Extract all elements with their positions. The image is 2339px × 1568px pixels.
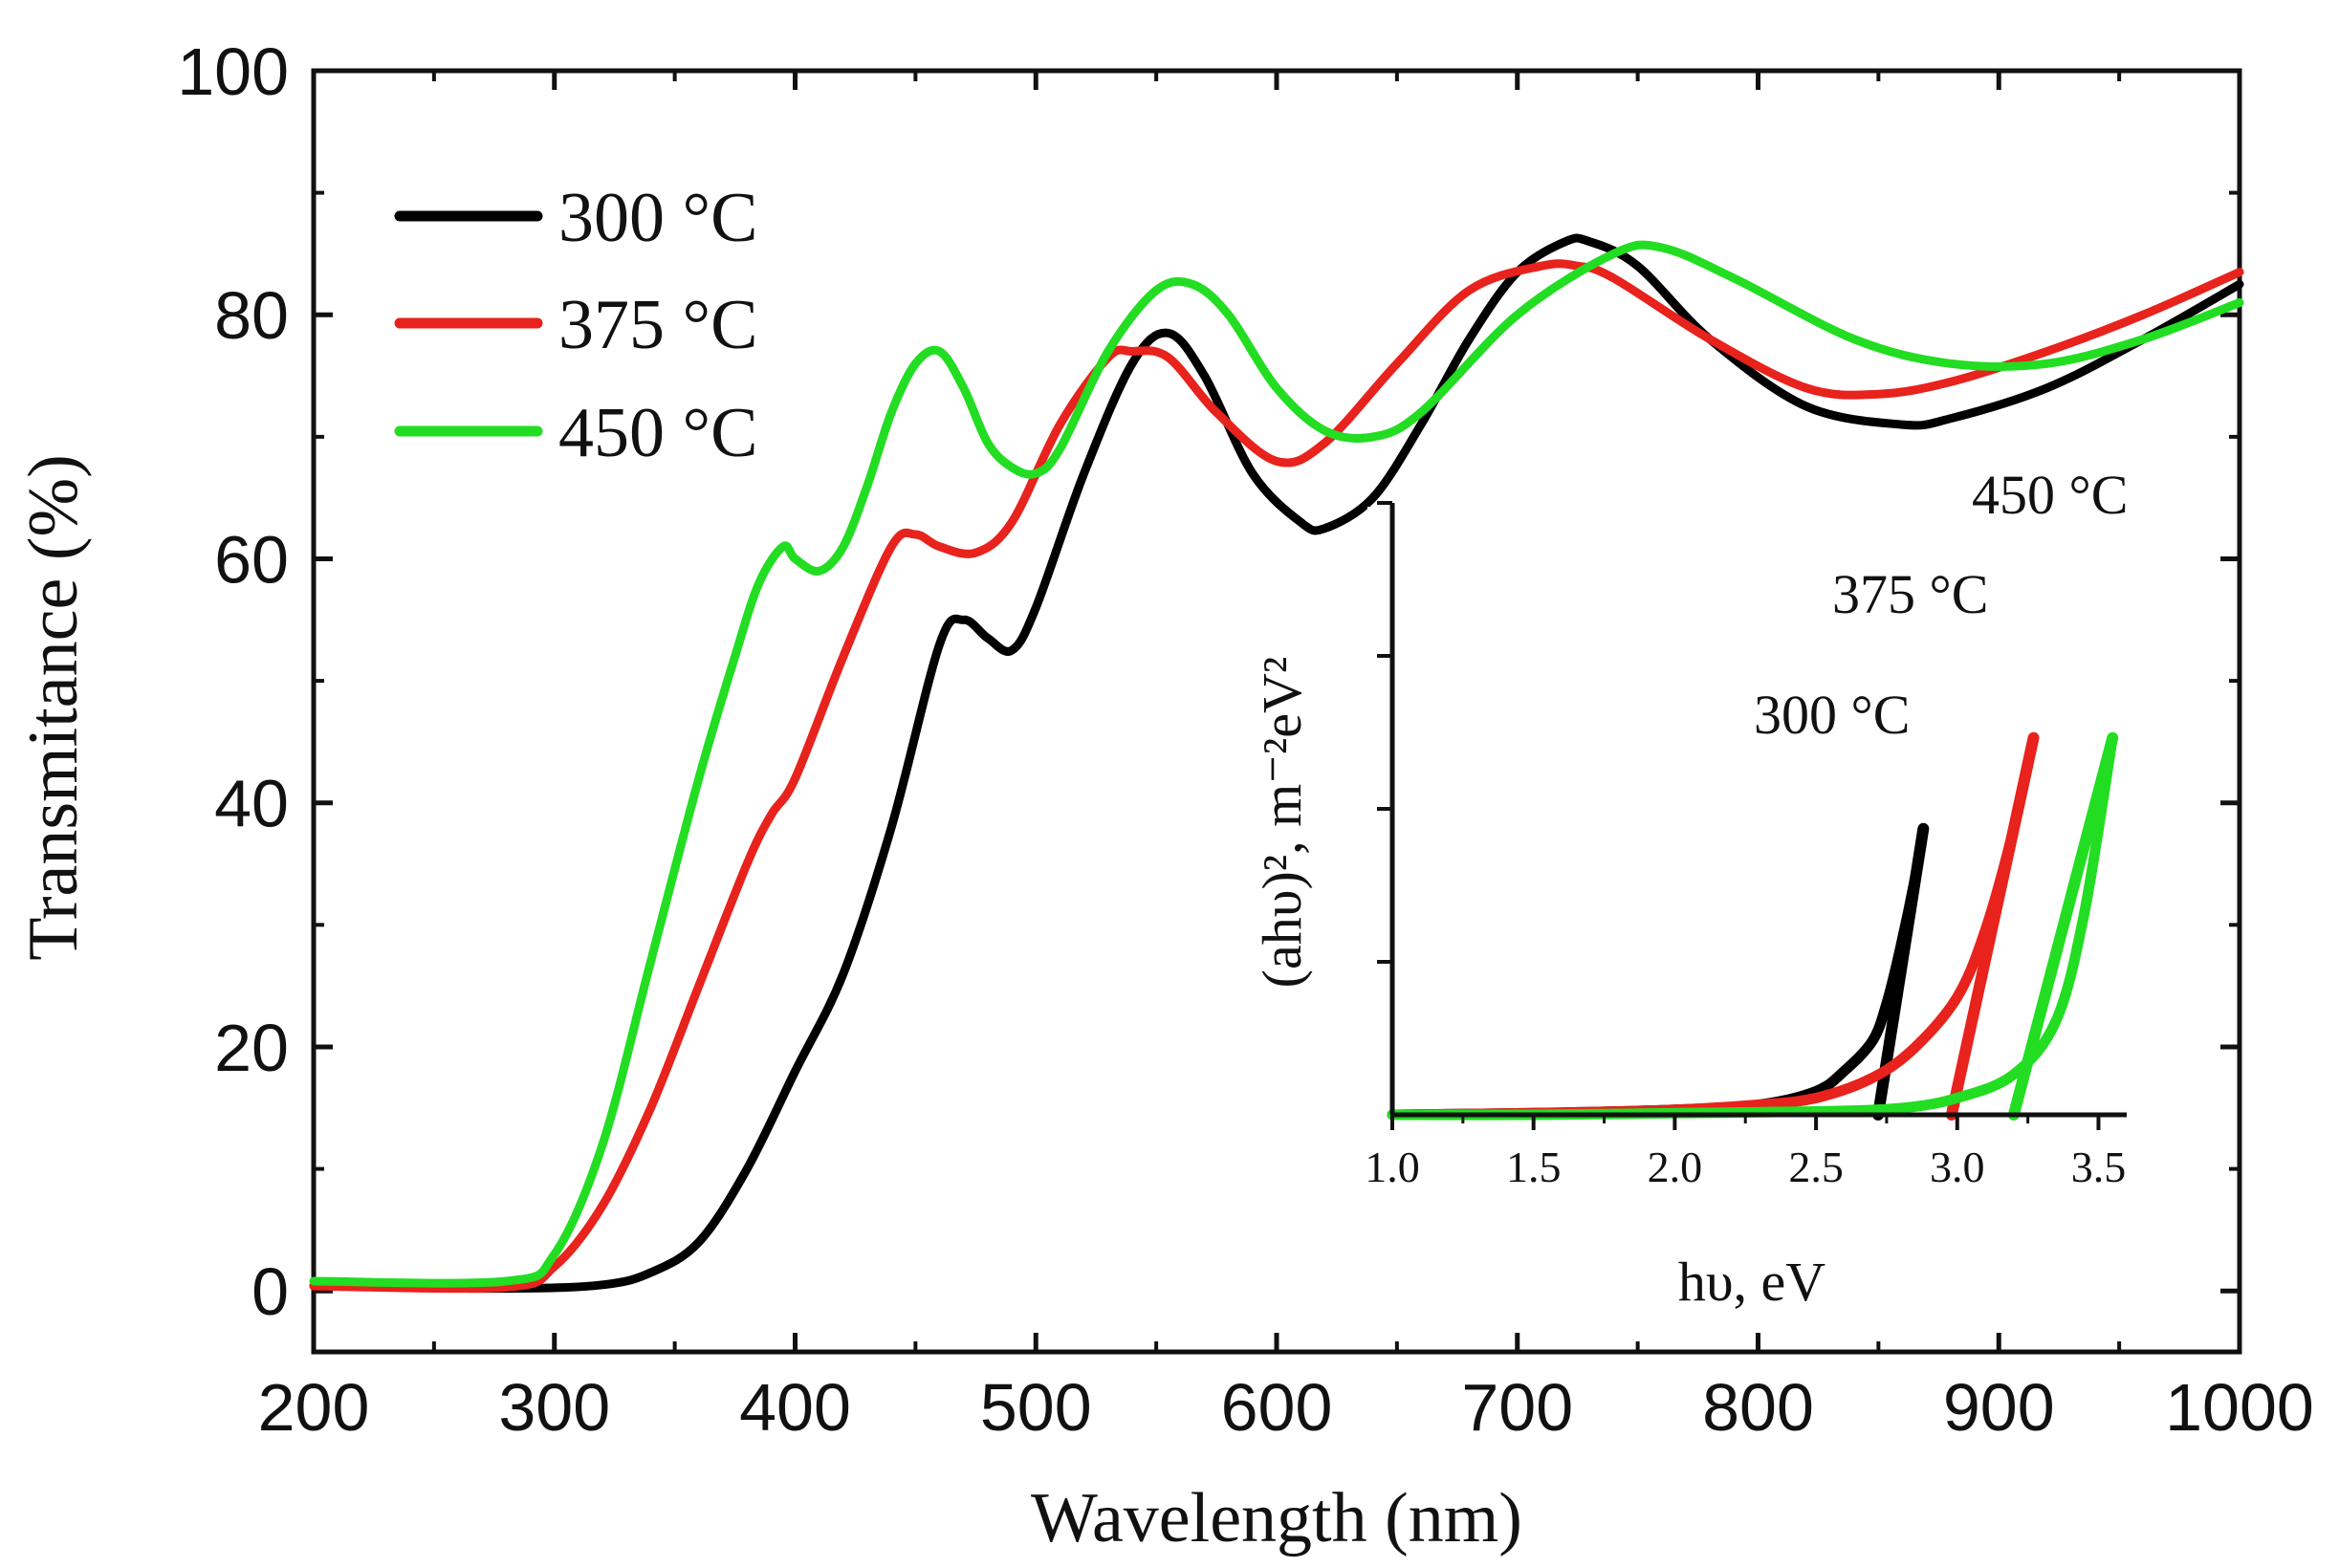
- y-tick-label: 80: [214, 278, 289, 353]
- main-ticks: 200 300 400 500 600 700 800 900 1000 0 20 40 60 80 100: [177, 34, 2314, 1445]
- legend-label-375: 375 °C: [558, 286, 757, 364]
- inset-series-line-5: [2007, 731, 2119, 1121]
- inset-x-tick-label: 2.5: [1788, 1143, 1844, 1191]
- x-tick-label: 900: [1943, 1370, 2055, 1445]
- inset-annotation-375: 375 °C: [1832, 563, 1988, 625]
- inset-series-line-3: [1945, 731, 2040, 1121]
- x-tick-label: 800: [1702, 1370, 1814, 1445]
- y-tick-label: 60: [214, 522, 289, 597]
- y-axis-title: Transmitance (%): [14, 454, 93, 961]
- legend-label-300: 300 °C: [558, 179, 757, 257]
- y-tick-label: 20: [214, 1011, 289, 1085]
- inset-x-tick-label: 1.0: [1365, 1143, 1420, 1191]
- inset-x-tick-label: 3.5: [2071, 1143, 2127, 1191]
- legend: 300 °C 375 °C 450 °C: [394, 179, 757, 472]
- inset-x-tick-label: 1.5: [1506, 1143, 1562, 1191]
- x-axis-title: Wavelength (nm): [1031, 1479, 1522, 1557]
- y-tick-label: 40: [214, 767, 289, 841]
- series-line-1: [309, 259, 2244, 1294]
- x-tick-label: 700: [1461, 1370, 1573, 1445]
- inset-x-tick-label: 2.0: [1648, 1143, 1703, 1191]
- inset-y-axis-title: (ahυ)², m⁻²eV²: [1251, 657, 1313, 989]
- y-tick-label: 0: [251, 1254, 289, 1329]
- x-tick-label: 200: [258, 1370, 370, 1445]
- x-tick-label: 500: [980, 1370, 1092, 1445]
- inset-annotation-450: 450 °C: [1972, 464, 2128, 526]
- x-tick-label: 1000: [2165, 1370, 2314, 1445]
- x-tick-label: 600: [1221, 1370, 1333, 1445]
- inset-background: [1367, 507, 2132, 1252]
- x-tick-label: 400: [739, 1370, 851, 1445]
- inset-x-axis-title: hυ, eV: [1678, 1251, 1825, 1313]
- y-tick-label: 100: [177, 34, 289, 109]
- series-line-2: [309, 240, 2244, 1288]
- legend-label-450: 450 °C: [558, 394, 757, 472]
- series-line-0: [309, 233, 2244, 1294]
- inset-ticks: 1.0 1.5 2.0 2.5 3.0 3.5: [1365, 501, 2127, 1191]
- main-series-lines: [309, 233, 2244, 1294]
- x-tick-label: 300: [498, 1370, 610, 1445]
- inset-annotation-300: 300 °C: [1754, 684, 1910, 746]
- inset-x-tick-label: 3.0: [1930, 1143, 1985, 1191]
